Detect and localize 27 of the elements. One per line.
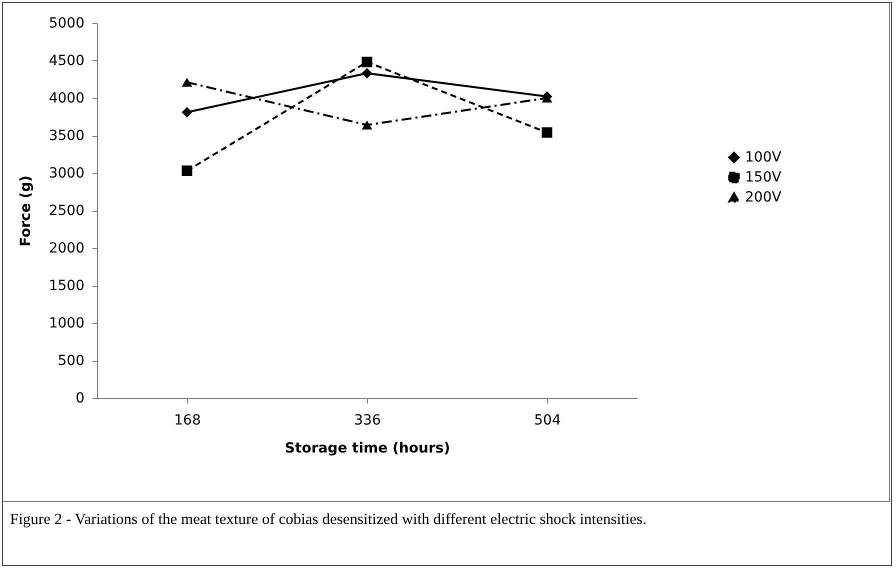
x-tick-label: 336 bbox=[354, 412, 381, 428]
x-tick-label: 504 bbox=[534, 412, 561, 428]
point bbox=[182, 107, 192, 118]
point bbox=[542, 127, 552, 138]
y-tick-label: 3000 bbox=[48, 166, 84, 182]
legend-label: 100V bbox=[745, 150, 782, 166]
y-tick-label: 2000 bbox=[48, 240, 84, 256]
legend-label: 150V bbox=[745, 170, 782, 186]
point bbox=[362, 56, 372, 68]
caption: Figure 2 - Variations of the meat texture of cobias desensitized with different electric shock intensities. bbox=[10, 511, 646, 529]
y-tick-label: 1500 bbox=[48, 278, 84, 294]
point bbox=[182, 78, 192, 87]
y-tick-label: 4000 bbox=[48, 90, 84, 106]
y-tick-label: 0 bbox=[76, 390, 84, 406]
point bbox=[182, 166, 192, 176]
y-tick-label: 5000 bbox=[48, 16, 84, 32]
point bbox=[362, 68, 372, 78]
y-tick-label: 500 bbox=[58, 353, 84, 369]
x-axis-title: Storage time (hours) bbox=[284, 440, 450, 456]
legend-label: 200V bbox=[745, 190, 782, 206]
point bbox=[362, 120, 372, 130]
y-tick-label: 1000 bbox=[48, 316, 84, 332]
x-tick-label: 168 bbox=[174, 412, 201, 428]
y-tick-label: 2500 bbox=[48, 203, 84, 219]
y-axis-title: Force (g) bbox=[18, 175, 34, 247]
y-tick-label: 3500 bbox=[48, 128, 84, 144]
y-tick-label: 4500 bbox=[48, 53, 84, 69]
